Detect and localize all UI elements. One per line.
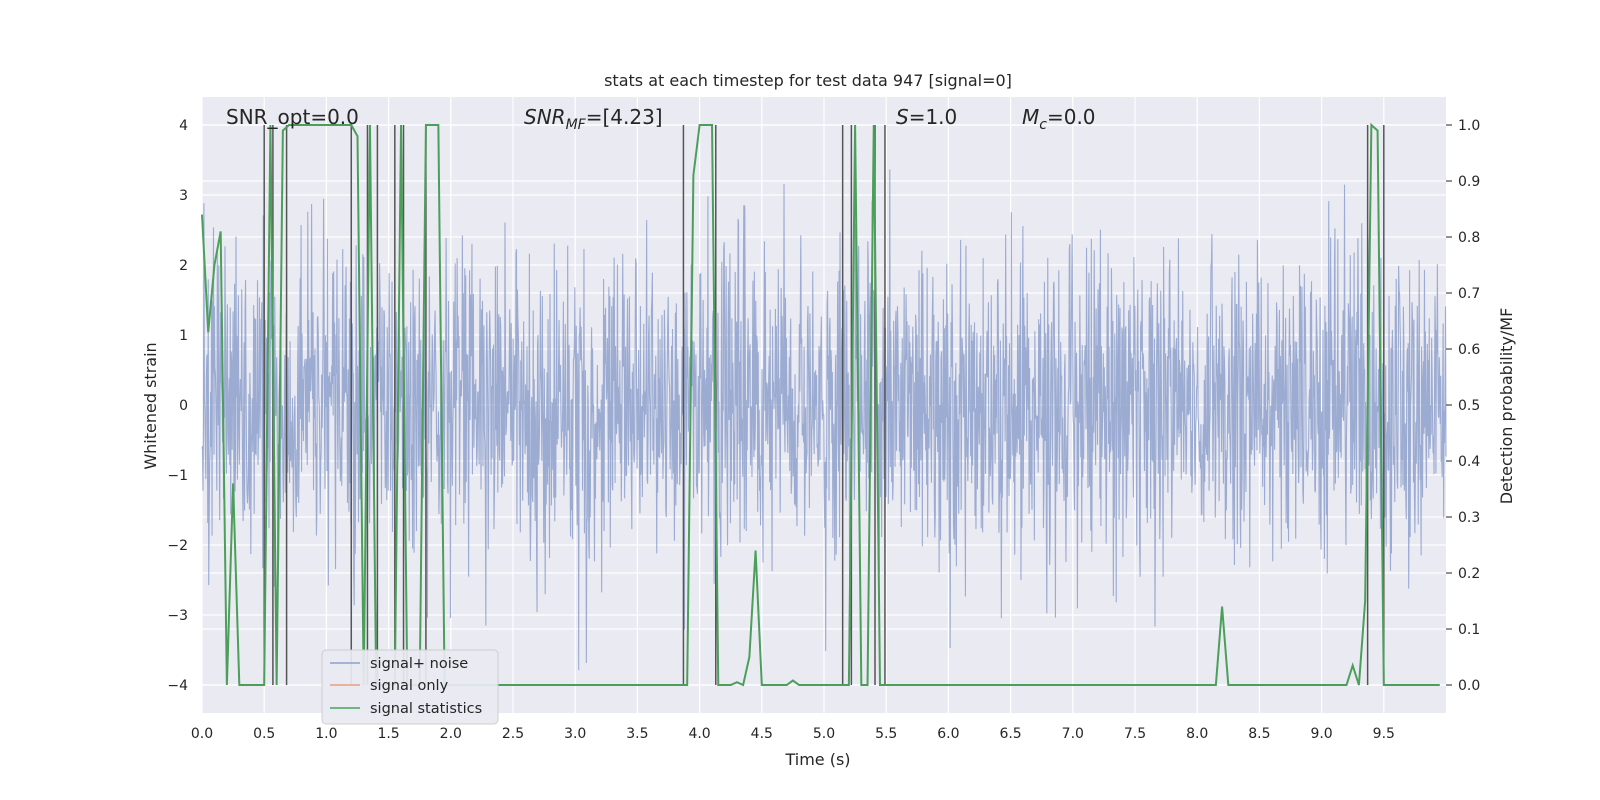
y2-tick-label: 0.2 [1458,566,1480,582]
legend-label-statistics: signal statistics [370,701,482,717]
x-tick-label: 4.0 [688,726,710,742]
legend-label-noise: signal+ noise [370,656,468,672]
x-tick-label: 2.0 [440,726,462,742]
y2-tick-label: 0.3 [1458,510,1480,526]
x-tick-label: 8.5 [1248,726,1270,742]
y-tick-label: 1 [179,328,188,344]
annotation-mc: Mc=0.0 [1022,105,1096,133]
legend-box [321,649,499,725]
signal-statistics-series [201,122,1440,687]
noise-line [201,169,1447,671]
legend: signal+ noise signal only signal statist… [321,649,499,725]
x-tick-label: 8.0 [1186,726,1208,742]
x-tick-label: 1.0 [315,726,337,742]
y-axis-label: Whitened strain [141,342,160,469]
x-tick-label: 9.5 [1373,726,1395,742]
x-tick-label: 3.5 [626,726,648,742]
x-tick-label: 1.5 [377,726,399,742]
annotation-snr-mf: SNRMF=[4.23] [524,105,663,133]
y-tick-label: −2 [167,538,188,554]
annotation-s: S=1.0 [896,105,957,129]
y-tick-label: −4 [167,678,188,694]
x-tick-label: 0.0 [191,726,213,742]
y2-tick-label: 0.8 [1458,230,1480,246]
y2-tick-label: 1.0 [1458,118,1480,134]
x-tick-label: 5.5 [875,726,897,742]
x-tick-label: 6.0 [937,726,959,742]
y2-tick-label: 0.6 [1458,342,1480,358]
y2-tick-label: 0.9 [1458,174,1480,190]
x-tick-label: 6.5 [999,726,1021,742]
y-tick-label: 3 [179,188,188,204]
x-tick-label: 9.0 [1310,726,1332,742]
x-tick-label: 7.5 [1124,726,1146,742]
y-tick-label: −1 [167,468,188,484]
legend-label-signal-only: signal only [370,678,449,694]
y-tick-label: 0 [179,398,188,414]
noise-series [201,169,1447,671]
x-tick-label: 4.5 [751,726,773,742]
y-tick-label: −3 [167,608,188,624]
y-tick-label: 4 [179,118,188,134]
y2-tick-label: 0.1 [1458,622,1480,638]
y2-tick-label: 0.0 [1458,678,1480,694]
y2-tick-label: 0.7 [1458,286,1480,302]
annotation-snr-opt: SNR_opt=0.0 [226,105,359,129]
x-tick-label: 7.0 [1062,726,1084,742]
y2-tick-label: 0.4 [1458,454,1480,470]
x-tick-label: 5.0 [813,726,835,742]
x-tick-label: 0.5 [253,726,275,742]
chart-title: stats at each timestep for test data 947… [604,71,1012,90]
x-tick-label: 2.5 [502,726,524,742]
x-axis-label: Time (s) [784,750,850,769]
vertical-markers [263,125,1385,685]
x-tick-label: 3.0 [564,726,586,742]
y2-tick-label: 0.5 [1458,398,1480,414]
signal-statistics-line [201,122,1440,687]
y-tick-label: 2 [179,258,188,274]
y2-axis-label: Detection probability/MF [1497,308,1516,505]
